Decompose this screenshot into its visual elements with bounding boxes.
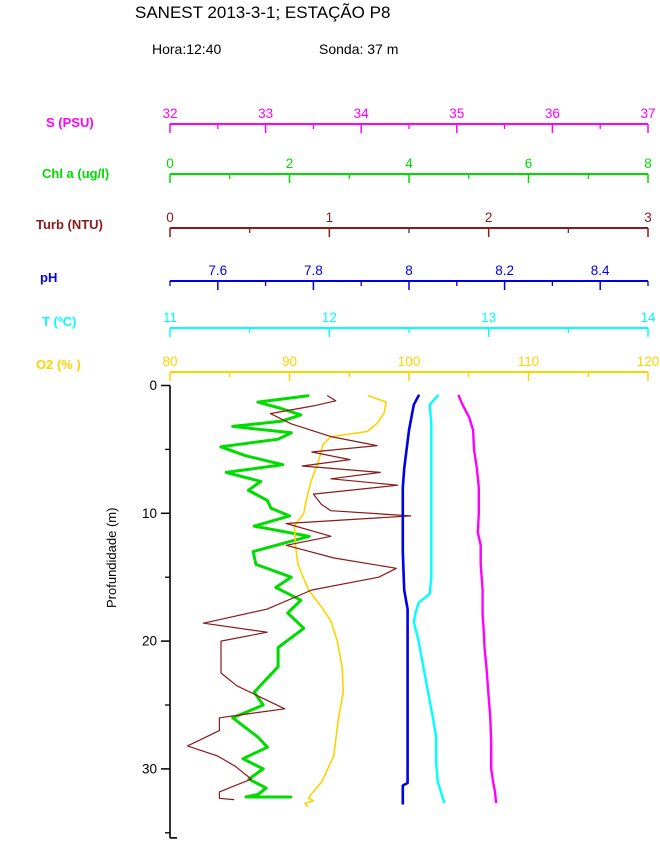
o2-profile-line [293, 394, 388, 807]
s-tick-label: 36 [545, 106, 560, 121]
axis-label-O2: O2 (% ) [36, 357, 81, 372]
depth-axis: 0 10 20 30 [142, 378, 177, 839]
chl-axis: 0 2 4 6 8 [166, 156, 652, 183]
o2-tick-label: 100 [398, 354, 421, 369]
axis-label-S: S (PSU) [46, 115, 94, 130]
s-tick-label: 35 [449, 106, 464, 121]
time-label: Hora:12:40 [152, 41, 222, 57]
ph-tick-label: 7.6 [208, 263, 227, 278]
o2-tick-label: 80 [162, 354, 177, 369]
chl-tick-label: 2 [286, 156, 294, 171]
turb-tick-label: 0 [166, 210, 174, 225]
ph-tick-label: 7.8 [304, 263, 323, 278]
chl-profile-line [219, 394, 311, 799]
chl-tick-label: 8 [644, 156, 652, 171]
ph-tick-label: 8 [405, 263, 413, 278]
turb-axis: 0 1 2 3 [166, 210, 652, 237]
turb-tick-label: 3 [644, 210, 652, 225]
chl-tick-label: 4 [405, 156, 413, 171]
s-tick-label: 37 [640, 106, 655, 121]
ph-tick-label: 8.2 [495, 263, 514, 278]
axis-label-Chl: Chl a (ug/l) [42, 166, 110, 181]
s-tick-label: 33 [258, 106, 273, 121]
s-axis: 32 33 34 35 36 37 [162, 106, 656, 133]
turb-tick-label: 2 [485, 210, 493, 225]
o2-tick-label: 120 [637, 354, 660, 369]
chl-tick-label: 0 [166, 156, 174, 171]
axis-label-T: T (ºC) [42, 314, 77, 329]
chart-title: SANEST 2013-3-1; ESTAÇÃO P8 [135, 3, 391, 22]
depth-tick-label: 30 [142, 761, 157, 776]
s-tick-label: 32 [162, 106, 177, 121]
o2-axis: 80 90 100 110 120 [162, 354, 659, 381]
o2-tick-label: 90 [282, 354, 297, 369]
o2-tick-label: 110 [518, 354, 540, 369]
ph-profile-line [401, 394, 420, 805]
axis-label-Turb: Turb (NTU) [36, 217, 103, 232]
t-axis: 11 12 13 14 [163, 310, 656, 337]
ph-axis: 7.6 7.8 8 8.2 8.4 [169, 263, 649, 290]
t-tick-label: 12 [322, 310, 337, 325]
axis-label-pH: pH [40, 270, 58, 285]
t-tick-label: 13 [481, 310, 496, 325]
t-profile-line [412, 394, 446, 804]
s-profile-line [457, 394, 498, 804]
turb-tick-label: 1 [326, 210, 334, 225]
t-tick-label: 11 [163, 310, 177, 325]
sounding-depth-label: Sonda: 37 m [319, 41, 399, 57]
depth-tick-label: 20 [142, 634, 157, 649]
depth-tick-label: 10 [142, 506, 157, 521]
t-tick-label: 14 [640, 310, 656, 325]
ph-tick-label: 8.4 [591, 263, 610, 278]
turb-profile-line [186, 395, 412, 801]
s-tick-label: 34 [354, 106, 370, 121]
depth-tick-label: 0 [149, 378, 157, 393]
chl-tick-label: 6 [525, 156, 533, 171]
